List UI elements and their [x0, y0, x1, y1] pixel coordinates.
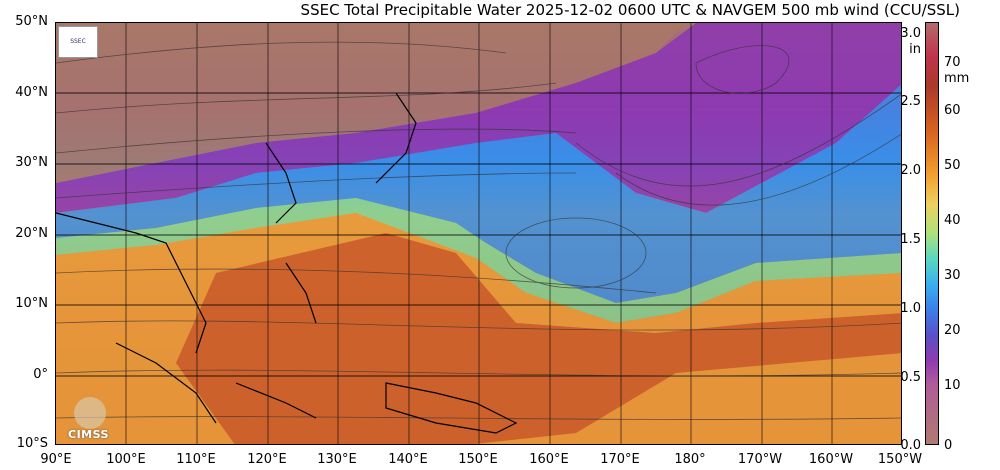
colorbar-in-2.5: 2.5 [900, 94, 921, 109]
colorbar-mm-30: 30 [944, 268, 961, 283]
lon-label-150w: 150°W [877, 452, 923, 467]
lat-label-50n: 50°N [15, 14, 48, 29]
colorbar-mm-50: 50 [944, 158, 961, 173]
colorbar-mm-40: 40 [944, 213, 961, 228]
colorbar-in-0.0: 0.0 [900, 438, 921, 453]
lon-label-160w: 160°W [808, 452, 854, 467]
lon-label-130e: 130°E [317, 452, 357, 467]
tpw-map [55, 22, 902, 445]
colorbar-mm-70: 70 [944, 55, 961, 70]
lon-label-180: 180° [674, 452, 706, 467]
colorbar-in-3.0: 3.0 [900, 26, 921, 41]
colorbar-in-1.5: 1.5 [900, 232, 921, 247]
lat-label-0: 0° [33, 367, 48, 382]
lat-label-40n: 40°N [15, 85, 48, 100]
cimss-logo-text: CIMSS [68, 428, 109, 441]
lon-label-170w: 170°W [737, 452, 783, 467]
lon-label-170e: 170°E [600, 452, 640, 467]
map-title: SSEC Total Precipitable Water 2025-12-02… [300, 1, 960, 19]
lon-label-90e: 90°E [40, 452, 72, 467]
lon-label-150e: 150°E [458, 452, 498, 467]
colorbar-mm-20: 20 [944, 323, 961, 338]
colorbar-in-0.5: 0.5 [900, 370, 921, 385]
colorbar-in-unit: in [909, 42, 921, 57]
ssec-logo: SSEC [58, 26, 98, 58]
lat-label-10n: 10°N [15, 296, 48, 311]
colorbar-mm-unit: mm [944, 71, 970, 86]
lon-label-110e: 110°E [176, 452, 216, 467]
lon-label-120e: 120°E [247, 452, 287, 467]
cimss-logo-graphic [74, 397, 106, 429]
lon-label-100e: 100°E [106, 452, 146, 467]
colorbar-in-2.0: 2.0 [900, 163, 921, 178]
colorbar-mm-60: 60 [944, 103, 961, 118]
lat-label-20n: 20°N [15, 226, 48, 241]
tpw-colorbar [925, 22, 939, 445]
lat-label-30n: 30°N [15, 155, 48, 170]
colorbar-mm-10: 10 [944, 378, 961, 393]
colorbar-in-1.0: 1.0 [900, 301, 921, 316]
colorbar-mm-0: 0 [944, 438, 953, 453]
tpw-field [56, 23, 901, 444]
lat-label-10s: 10°S [16, 436, 48, 451]
lon-label-140e: 140°E [388, 452, 428, 467]
lon-label-160e: 160°E [529, 452, 569, 467]
